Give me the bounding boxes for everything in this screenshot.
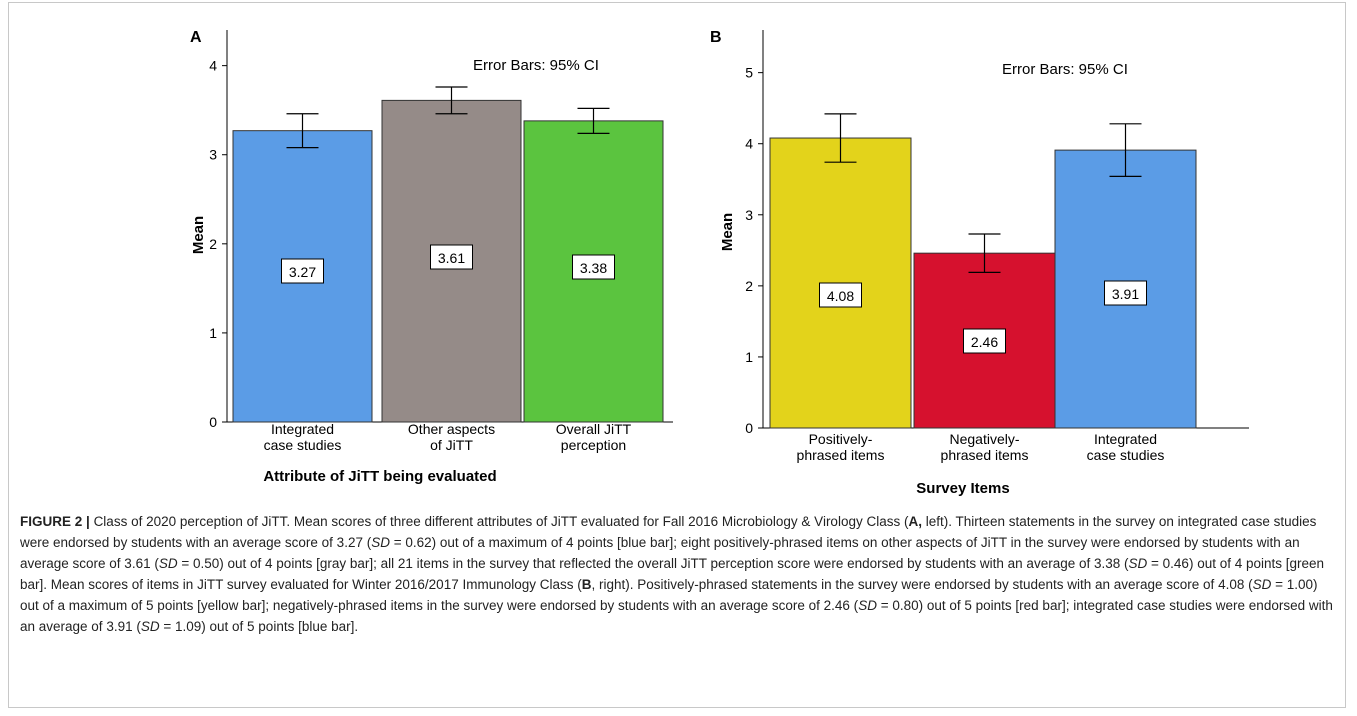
- y-tick-label: 2: [209, 236, 217, 252]
- caption-text: left). Thirteen statements in the survey…: [20, 514, 1317, 550]
- y-axis-label: Mean: [719, 213, 736, 251]
- x-tick-label: case studies: [264, 437, 342, 453]
- caption-text: , right). Positively-phrased statements …: [591, 577, 1253, 592]
- x-tick-label: phrased items: [797, 447, 885, 463]
- x-tick-label: Integrated: [271, 421, 334, 437]
- data-label-box: [572, 254, 615, 280]
- caption-text: = 0.50) out of 4 points [gray bar]; all …: [177, 556, 1129, 571]
- x-tick-label: of JiTT: [430, 437, 473, 453]
- y-tick-label: 3: [209, 147, 217, 163]
- y-tick-label: 4: [745, 136, 753, 152]
- data-label: 2.46: [971, 334, 998, 350]
- caption-ref-b: B: [581, 577, 592, 592]
- caption-label: FIGURE 2 |: [20, 514, 90, 529]
- chart-panel-b: B 0 1 2 3 4 5 Mean Error Bars: 95% CI 4.08 Positiv…: [710, 29, 1249, 497]
- caption-sd: SD: [158, 556, 178, 571]
- data-label-box: [1104, 280, 1147, 306]
- caption-text: = 0.62) out of a maximum of 4 points [bl…: [20, 535, 1300, 571]
- data-label-box: [819, 282, 862, 308]
- x-tick-label: perception: [561, 437, 626, 453]
- chart-panel-a: A 0 1 2 3 4 Mean Error Bars: 95% CI 3.27 Integrat…: [190, 29, 673, 485]
- x-tick-label: phrased items: [941, 447, 1029, 463]
- y-tick-label: 0: [209, 414, 217, 430]
- panel-label: A: [190, 29, 202, 46]
- data-label: 3.61: [438, 250, 465, 266]
- x-tick-label: Overall JiTT: [556, 421, 632, 437]
- caption-sd: SD: [371, 535, 390, 550]
- caption-sd: SD: [140, 619, 160, 634]
- x-tick-label: Positively-: [809, 431, 873, 447]
- figure-frame: [8, 2, 1346, 708]
- caption-sd: SD: [1128, 556, 1148, 571]
- x-axis-label: Survey Items: [916, 480, 1009, 497]
- caption-text: = 0.80) out of 5 points [red bar]; integ…: [20, 598, 1333, 634]
- x-tick-label: Integrated: [1094, 431, 1157, 447]
- x-tick-label: Negatively-: [949, 431, 1019, 447]
- caption-text: = 1.00) out of a maximum of 5 points [ye…: [20, 577, 1318, 613]
- caption-text: = 0.46) out of 4 points [green bar]. Mea…: [20, 556, 1325, 592]
- y-tick-label: 4: [209, 58, 217, 74]
- caption-sd: SD: [858, 598, 877, 613]
- y-tick-label: 2: [745, 278, 753, 294]
- caption-text: = 1.09) out of 5 points [blue bar].: [159, 619, 359, 634]
- data-label: 3.38: [580, 260, 607, 276]
- x-axis-label: Attribute of JiTT being evaluated: [263, 468, 496, 485]
- caption-ref-a: A,: [908, 514, 922, 529]
- y-axis-label: Mean: [190, 216, 207, 254]
- data-label: 4.08: [827, 288, 854, 304]
- data-label-box: [430, 244, 473, 270]
- y-tick-label: 3: [745, 207, 753, 223]
- x-tick-label: Other aspects: [408, 421, 495, 437]
- panel-label: B: [710, 29, 722, 46]
- y-tick-label: 5: [745, 65, 753, 81]
- data-label-box: [281, 258, 324, 284]
- caption-sd: SD: [1252, 577, 1272, 592]
- caption-text: Class of 2020 perception of JiTT. Mean s…: [93, 514, 909, 529]
- data-label-box: [963, 328, 1006, 354]
- error-bar-note: Error Bars: 95% CI: [1002, 61, 1128, 78]
- data-label: 3.91: [1112, 286, 1139, 302]
- y-tick-label: 1: [209, 325, 217, 341]
- x-tick-label: case studies: [1087, 447, 1165, 463]
- y-tick-label: 1: [745, 349, 753, 365]
- data-label: 3.27: [289, 264, 316, 280]
- y-tick-label: 0: [745, 420, 753, 436]
- error-bar-note: Error Bars: 95% CI: [473, 57, 599, 74]
- figure-caption: FIGURE 2 | Class of 2020 perception of J…: [20, 511, 1340, 637]
